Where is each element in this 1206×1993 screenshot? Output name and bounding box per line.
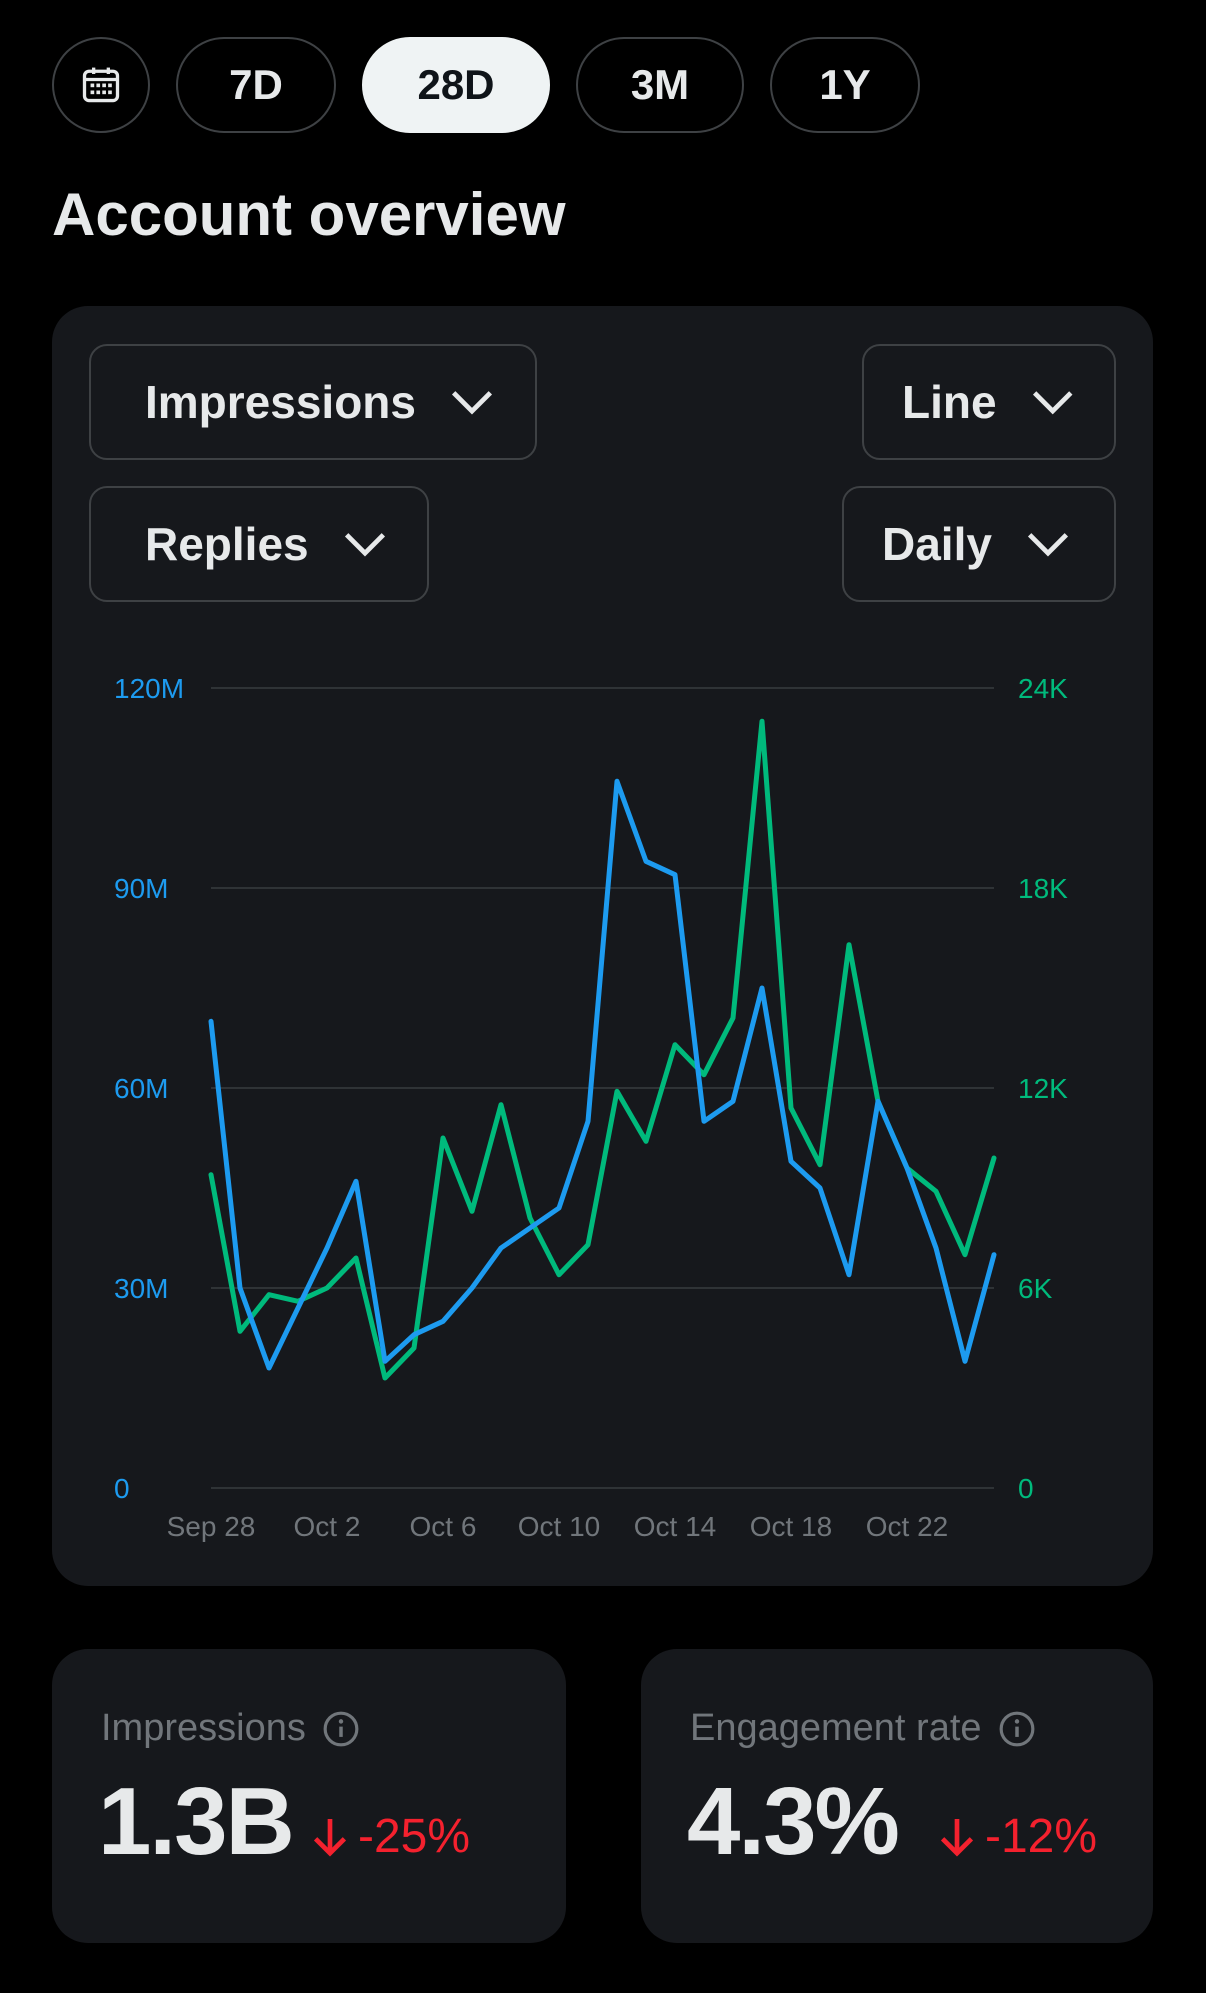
arrow-down-icon <box>940 1818 974 1857</box>
series-line-impressions <box>208 778 997 1371</box>
metric-value: 1.3B <box>98 1768 295 1875</box>
x-tick-label: Oct 6 <box>410 1511 477 1542</box>
y-left-tick-label: 0 <box>114 1473 130 1504</box>
x-tick-label: Sep 28 <box>167 1511 256 1542</box>
calendar-icon <box>82 67 120 103</box>
y-left-tick-label: 30M <box>114 1273 168 1304</box>
y-right-tick-label: 24K <box>1018 673 1068 704</box>
info-icon[interactable] <box>998 1710 1036 1748</box>
secondary-metric-label: Replies <box>145 518 309 570</box>
calendar-button[interactable] <box>52 37 150 133</box>
metric-change-value: -25% <box>358 1810 471 1863</box>
interval-dropdown[interactable]: Daily <box>842 486 1116 602</box>
chevron-down-icon <box>1032 391 1073 415</box>
y-left-tick-label: 60M <box>114 1073 168 1104</box>
x-tick-label: Oct 22 <box>866 1511 948 1542</box>
primary-metric-label: Impressions <box>145 376 416 428</box>
interval-label: Daily <box>882 518 992 570</box>
arrow-down-icon <box>313 1818 347 1857</box>
chevron-down-icon <box>451 391 493 415</box>
chart-card: Impressions Line Replies Daily 0 0 30M 6K 60… <box>52 306 1153 1586</box>
y-right-tick-label: 12K <box>1018 1073 1068 1104</box>
line-chart: 0 0 30M 6K 60M 12K 90M 18K 120M 24K Sep 28 Oct 2 Oct… <box>114 673 1068 1542</box>
page-title: Account overview <box>52 181 566 248</box>
metric-change-value: -12% <box>985 1810 1098 1863</box>
engagement-rate-metric-card: Engagement rate 4.3% -12% <box>641 1649 1153 1943</box>
range-7d-button[interactable]: 7D <box>176 37 336 133</box>
range-3m-button[interactable]: 3M <box>576 37 744 133</box>
primary-metric-dropdown[interactable]: Impressions <box>89 344 537 460</box>
chart-type-label: Line <box>902 376 997 428</box>
x-tick-label: Oct 14 <box>634 1511 716 1542</box>
range-1y-button[interactable]: 1Y <box>770 37 920 133</box>
metric-change: -12% <box>939 1809 1097 1864</box>
y-right-tick-label: 0 <box>1018 1473 1034 1504</box>
metric-label-wrap: Engagement rate <box>690 1707 1036 1750</box>
y-left-tick-label: 90M <box>114 873 168 904</box>
x-tick-label: Oct 18 <box>750 1511 832 1542</box>
metric-label-wrap: Impressions <box>101 1707 360 1750</box>
x-tick-label: Oct 10 <box>518 1511 600 1542</box>
impressions-metric-card: Impressions 1.3B -25% <box>52 1649 566 1943</box>
metric-label: Impressions <box>101 1707 306 1749</box>
range-28d-button[interactable]: 28D <box>362 37 550 133</box>
chevron-down-icon <box>1027 533 1068 557</box>
metric-value: 4.3% <box>687 1768 900 1875</box>
secondary-metric-dropdown[interactable]: Replies <box>89 486 429 602</box>
series-line-replies <box>208 718 997 1381</box>
metric-label: Engagement rate <box>690 1707 982 1749</box>
date-range-selector: 7D 28D 3M 1Y <box>52 36 920 134</box>
info-icon[interactable] <box>322 1710 360 1748</box>
y-right-tick-label: 18K <box>1018 873 1068 904</box>
chart-type-dropdown[interactable]: Line <box>862 344 1116 460</box>
y-right-tick-label: 6K <box>1018 1273 1053 1304</box>
x-tick-label: Oct 2 <box>294 1511 361 1542</box>
metric-change: -25% <box>312 1809 470 1864</box>
y-left-tick-label: 120M <box>114 673 184 704</box>
chevron-down-icon <box>344 533 385 557</box>
